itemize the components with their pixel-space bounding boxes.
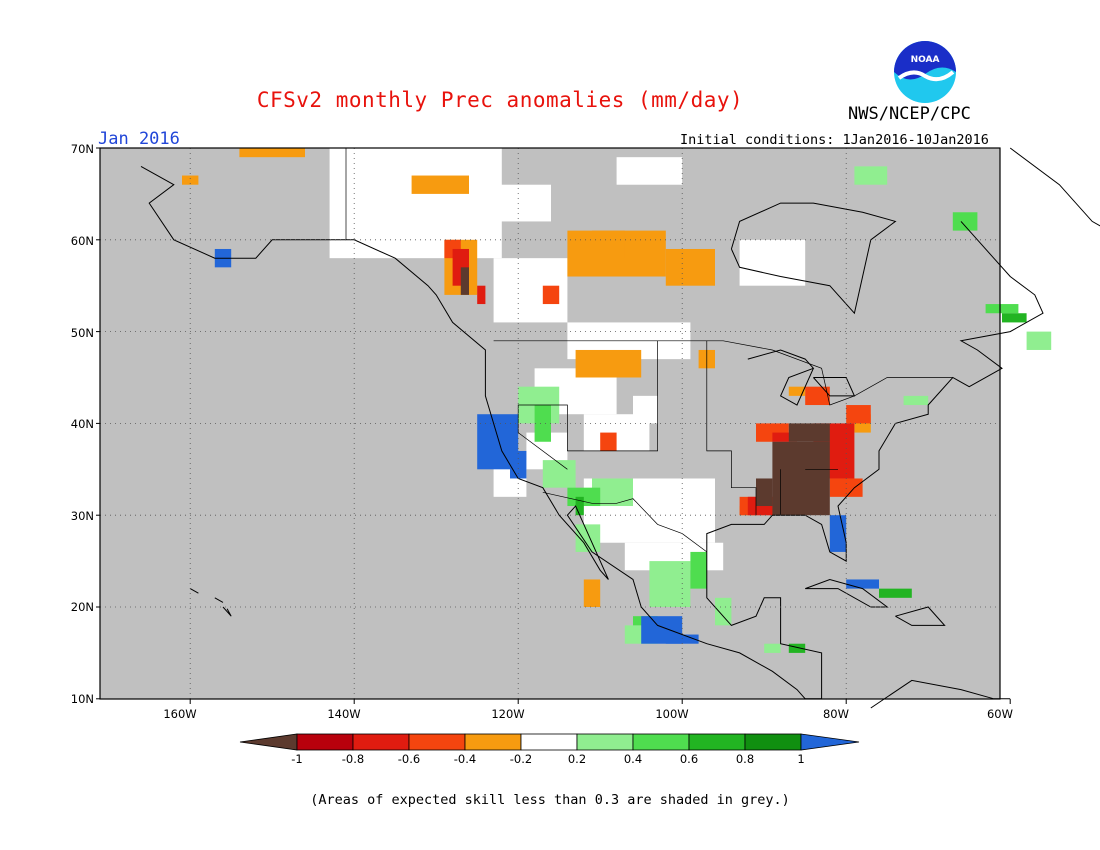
anomaly-cell — [616, 157, 683, 185]
coastline — [747, 349, 815, 406]
anomaly-cell — [665, 634, 699, 644]
logo-text: NOAA — [911, 55, 940, 65]
colorbar-label: -1 — [291, 752, 303, 766]
anomaly-cell — [1026, 331, 1052, 350]
colorbar-label: -0.4 — [453, 752, 477, 766]
coastline — [706, 221, 1044, 700]
lat-label-20n: 20N — [70, 600, 94, 614]
anomaly-cell — [690, 551, 707, 589]
anomaly-cell — [756, 478, 773, 507]
anomaly-cell — [600, 432, 617, 451]
colorbar-label: 0.2 — [567, 752, 587, 766]
valid-month-label: Jan 2016 — [98, 129, 180, 149]
lat-label-30n: 30N — [70, 509, 94, 523]
lat-label-60n: 60N — [70, 234, 94, 248]
lon-label-80w: 80W — [822, 707, 849, 721]
anomaly-cell — [952, 212, 978, 231]
lon-label-100w: 100W — [655, 707, 689, 721]
anomaly-cell — [788, 386, 806, 396]
coastline — [805, 578, 889, 608]
colorbar-label: 1 — [797, 752, 805, 766]
boundary-line — [493, 340, 953, 406]
skill-note: (Areas of expected skill less than 0.3 a… — [310, 792, 790, 808]
anomaly-cell — [903, 395, 929, 406]
lat-label-50n: 50N — [70, 326, 94, 340]
anomaly-cell — [575, 496, 584, 516]
anomaly-cell — [854, 166, 888, 185]
anomaly-cell — [1002, 313, 1027, 323]
anomaly-cell — [788, 643, 806, 653]
noaa-logo-icon: NOAA — [894, 41, 956, 103]
coastline — [222, 606, 232, 617]
lon-label-120w: 120W — [491, 707, 525, 721]
anomaly-cell — [846, 579, 879, 589]
colorbar-label: 0.4 — [623, 752, 643, 766]
boundary-line — [706, 340, 757, 516]
anomaly-cell — [534, 405, 551, 442]
anomaly-cell — [182, 175, 199, 185]
anomaly-cell — [805, 386, 830, 406]
anomaly-cell — [592, 230, 625, 259]
lat-label-70n: 70N — [70, 142, 94, 156]
initial-conditions-label: Initial conditions: 1Jan2016-10Jan2016 — [680, 132, 989, 148]
anomaly-cell — [460, 267, 469, 295]
colorbar-low-arrow — [239, 733, 298, 751]
anomaly-cell — [739, 239, 806, 286]
anomaly-cell — [239, 148, 305, 158]
graticule — [96, 147, 1011, 704]
organization-label: NWS/NCEP/CPC — [848, 104, 971, 124]
coastline — [895, 606, 946, 626]
colorbar-label: -0.2 — [509, 752, 533, 766]
anomaly-cell — [649, 561, 691, 607]
colorbar-bin — [352, 733, 410, 751]
colorbar-bin — [296, 733, 354, 751]
colorbar-label: 0.8 — [735, 752, 755, 766]
anomaly-cell — [665, 248, 715, 286]
anomaly-cell — [879, 588, 912, 598]
anomaly-cell — [583, 579, 601, 607]
anomaly-cell — [542, 460, 576, 488]
coastline — [214, 597, 224, 603]
lon-label-140w: 140W — [327, 707, 361, 721]
coastline — [1009, 147, 1100, 227]
lat-label-10n: 10N — [70, 692, 94, 706]
anomaly-cell — [764, 643, 781, 653]
anomaly-cell — [477, 285, 486, 305]
map-title: CFSv2 monthly Prec anomalies (mm/day) — [256, 88, 744, 112]
anomaly-cell — [772, 432, 797, 442]
lon-label-160w: 160W — [163, 707, 197, 721]
coastline — [189, 588, 199, 594]
colorbar-bin — [576, 733, 634, 751]
colorbar-bin — [632, 733, 690, 751]
colorbar-bin — [408, 733, 466, 751]
anomaly-cell — [542, 285, 560, 305]
colorbar-label: 0.6 — [679, 752, 699, 766]
anomaly-cell — [493, 184, 551, 222]
lat-label-40n: 40N — [70, 417, 94, 431]
anomaly-cell — [788, 423, 830, 442]
colorbar-bin — [464, 733, 522, 751]
lon-label-60w: 60W — [986, 707, 1013, 721]
colorbar-bin — [520, 733, 578, 751]
anomaly-cell — [411, 175, 469, 194]
colorbar-bin — [744, 733, 802, 751]
colorbar-label: -0.6 — [397, 752, 421, 766]
anomaly-cell — [715, 597, 732, 626]
anomaly-cell — [846, 405, 871, 424]
colorbar-bin — [688, 733, 746, 751]
map-frame — [99, 147, 1001, 700]
colorbar-label: -0.8 — [341, 752, 365, 766]
anomaly-cell — [829, 478, 863, 497]
anomaly-cell — [985, 304, 1019, 314]
anomaly-cell — [575, 349, 642, 378]
colorbar-high-arrow — [800, 733, 860, 751]
anomaly-cell — [772, 441, 830, 516]
